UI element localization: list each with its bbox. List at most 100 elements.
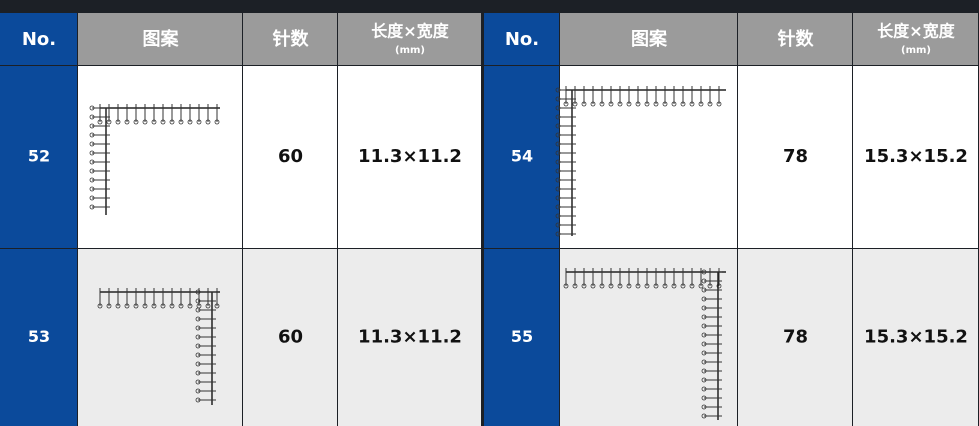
stitch-loop (89, 168, 95, 174)
stitch-loop (563, 283, 569, 289)
stitch-loop (555, 222, 561, 228)
stitch-loop (142, 119, 148, 125)
stitch-loop (195, 325, 201, 331)
stitch-loop (608, 283, 614, 289)
header-cell (484, 13, 559, 65)
stitch-loop (555, 114, 561, 120)
stitch-loop (698, 283, 704, 289)
stitch-loop (608, 101, 614, 107)
cell (853, 66, 978, 248)
header-text: No. (22, 29, 56, 50)
header-cell (78, 13, 242, 65)
stitch-loop (701, 413, 707, 419)
stitch-loop (716, 283, 722, 289)
stitch-loop (151, 119, 157, 125)
stitch-loop (590, 101, 596, 107)
cell (243, 249, 337, 426)
stitch-loop (89, 123, 95, 129)
stitch-loop (555, 87, 561, 93)
row-number: 54 (511, 147, 533, 166)
cell (738, 66, 852, 248)
stitch-loop (195, 388, 201, 394)
stitch-loop (115, 119, 121, 125)
stitch-loop (169, 303, 175, 309)
pattern-size: 15.3×15.2 (864, 146, 968, 167)
stitch-loop (555, 141, 561, 147)
stitch-loop (195, 370, 201, 376)
header-cell (853, 13, 978, 65)
cell (560, 66, 737, 248)
stitch-loop (572, 283, 578, 289)
stitch-loop (635, 283, 641, 289)
stitch-loop (701, 359, 707, 365)
stitch-loop (106, 303, 112, 309)
stitch-loop (555, 168, 561, 174)
number-cell (484, 249, 559, 426)
stitch-loop (160, 119, 166, 125)
pattern-size: 11.3×11.2 (358, 146, 462, 167)
stitch-loop (689, 283, 695, 289)
stitch-loop (195, 316, 201, 322)
stitch-loop (644, 283, 650, 289)
pattern-size: 11.3×11.2 (358, 327, 462, 348)
stitch-count: 60 (278, 327, 303, 348)
stitch-loop (97, 303, 103, 309)
stitch-loop (626, 283, 632, 289)
stitch-loop (701, 332, 707, 338)
stitch-loop (106, 119, 112, 125)
cell (560, 249, 737, 426)
cell (243, 66, 337, 248)
pattern-icon (563, 268, 726, 420)
stitch-loop (187, 119, 193, 125)
pattern-size: 15.3×15.2 (864, 327, 968, 348)
stitch-loop (555, 132, 561, 138)
stitch-loop (707, 283, 713, 289)
stitch-loop (590, 283, 596, 289)
stitch-loop (680, 283, 686, 289)
stitch-loop (195, 307, 201, 313)
cell (78, 249, 242, 426)
row-number: 53 (28, 327, 50, 346)
stitch-loop (89, 132, 95, 138)
stitch-loop (581, 283, 587, 289)
stitch-loop (151, 303, 157, 309)
stitch-loop (707, 101, 713, 107)
stitch-loop (555, 150, 561, 156)
header-text: 图案 (631, 28, 668, 50)
stitch-loop (701, 386, 707, 392)
stitch-loop (680, 101, 686, 107)
header-cell (738, 13, 852, 65)
stitch-loop (195, 334, 201, 340)
pattern-icon (97, 288, 220, 405)
stitch-loop (701, 377, 707, 383)
number-cell (484, 66, 559, 248)
header-cell (243, 13, 337, 65)
stitch-loop (599, 101, 605, 107)
stitch-loop (555, 159, 561, 165)
stitch-loop (89, 141, 95, 147)
stitch-loop (205, 303, 211, 309)
stitch-loop (701, 350, 707, 356)
header-unit: (mm) (901, 45, 931, 56)
header-text: 图案 (143, 28, 180, 50)
stitch-loop (555, 177, 561, 183)
stitch-loop (142, 303, 148, 309)
stitch-loop (662, 101, 668, 107)
stitch-loop (701, 269, 707, 275)
header-text: 针数 (273, 28, 310, 50)
stitch-loop (97, 119, 103, 125)
stitch-loop (115, 303, 121, 309)
header-cell (0, 13, 77, 65)
stitch-count: 78 (783, 327, 808, 348)
header-text: 长度×宽度 (371, 22, 449, 41)
stitch-loop (195, 352, 201, 358)
stitch-loop (187, 303, 193, 309)
row-number: 55 (511, 327, 533, 346)
stitch-loop (555, 123, 561, 129)
stitch-loop (178, 303, 184, 309)
stitch-loop (89, 195, 95, 201)
cell (738, 249, 852, 426)
stitch-loop (555, 96, 561, 102)
stitch-loop (195, 361, 201, 367)
